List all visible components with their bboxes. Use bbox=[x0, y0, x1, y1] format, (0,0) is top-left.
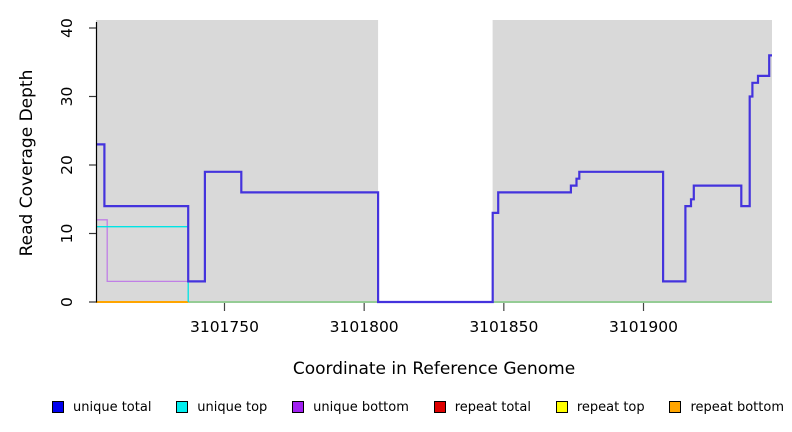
legend-label-unique-bottom: unique bottom bbox=[313, 399, 409, 415]
legend-item-repeat-top: repeat top bbox=[555, 399, 645, 415]
legend-item-unique-total: unique total bbox=[52, 400, 151, 415]
legend-label-repeat-total: repeat total bbox=[454, 399, 531, 415]
legend-swatch-repeat-top bbox=[555, 401, 568, 413]
x-tick-label-3101800: 3101800 bbox=[330, 318, 399, 336]
series-line-unique-total bbox=[96, 54, 772, 304]
legend-swatch-unique-total bbox=[52, 401, 64, 413]
legend-swatch-repeat-total bbox=[433, 401, 446, 413]
y-tick-label-40: 40 bbox=[58, 18, 76, 38]
legend-item-repeat-bottom: repeat bottom bbox=[669, 400, 784, 415]
legend-swatch-unique-bottom bbox=[292, 401, 305, 413]
x-tick-label-3101900: 3101900 bbox=[609, 318, 678, 336]
legend-label-repeat-top: repeat top bbox=[576, 399, 645, 415]
legend-label-repeat-bottom: repeat bottom bbox=[690, 399, 784, 415]
series-line-unique-bottom bbox=[96, 219, 205, 283]
legend-swatch-unique-top bbox=[176, 401, 189, 413]
y-tick-label-0: 0 bbox=[58, 297, 76, 307]
y-axis-title: Read Coverage Depth bbox=[17, 69, 37, 257]
y-tick-label-20: 20 bbox=[58, 155, 76, 175]
legend-item-repeat-total: repeat total bbox=[433, 399, 531, 415]
legend-item-unique-top: unique top bbox=[176, 400, 267, 415]
legend-label-unique-top: unique top bbox=[197, 399, 268, 415]
x-axis-title: Coordinate in Reference Genome bbox=[292, 359, 576, 379]
legend-item-unique-bottom: unique bottom bbox=[292, 400, 409, 415]
y-tick-label-30: 30 bbox=[58, 87, 76, 107]
legend: unique total unique top unique bottom repea… bbox=[52, 396, 784, 418]
legend-swatch-repeat-bottom bbox=[669, 401, 682, 413]
zero-coverage-gap bbox=[378, 20, 493, 301]
legend-label-unique-total: unique total bbox=[73, 399, 152, 415]
y-tick-label-10: 10 bbox=[58, 224, 76, 244]
x-tick-label-3101850: 3101850 bbox=[469, 318, 538, 336]
x-tick-label-3101750: 3101750 bbox=[190, 318, 259, 336]
